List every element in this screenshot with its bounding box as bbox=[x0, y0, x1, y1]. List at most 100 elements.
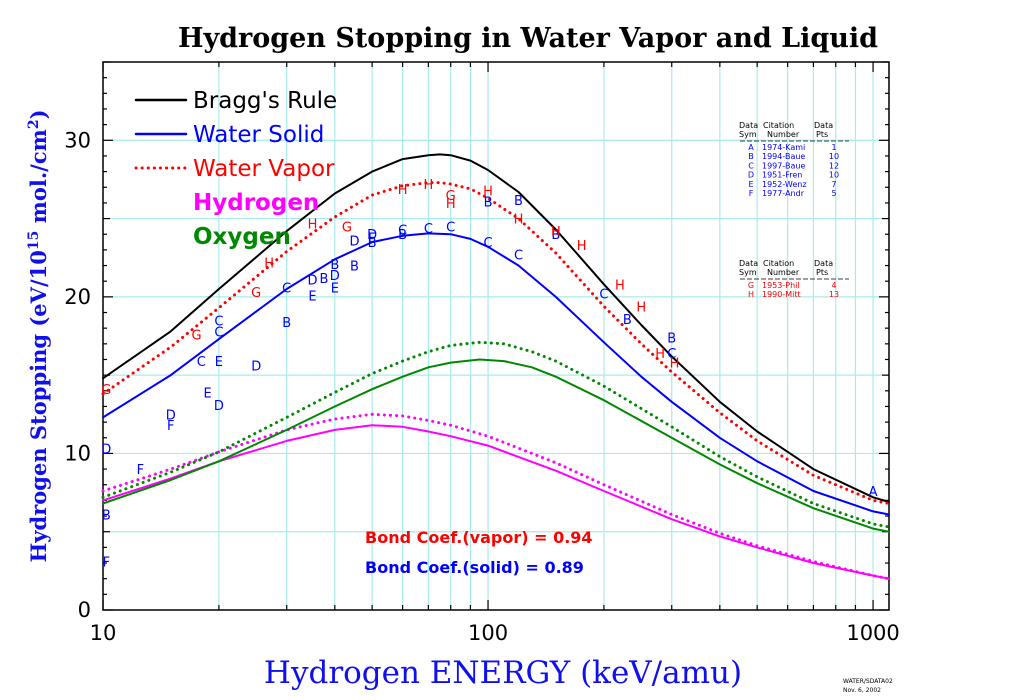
data-point-a: A bbox=[869, 485, 878, 500]
table-header-cell: Number bbox=[767, 130, 800, 139]
bond-coef-solid: Bond Coef.(solid) = 0.89 bbox=[365, 558, 584, 577]
data-point-h: H bbox=[514, 213, 524, 228]
data-point-h: H bbox=[670, 357, 680, 372]
data-point-g: G bbox=[446, 189, 456, 204]
data-point-h: H bbox=[551, 225, 561, 240]
data-point-b: B bbox=[282, 316, 291, 331]
table-citation: 1952-Wenz bbox=[762, 180, 807, 189]
legend-label: Oxygen bbox=[193, 224, 291, 250]
series-line-hydrogen-vapor- bbox=[101, 412, 891, 581]
data-point-d: D bbox=[101, 443, 111, 458]
series-line-oxygen bbox=[102, 358, 890, 533]
data-point-g: G bbox=[192, 328, 202, 343]
data-point-d: D bbox=[349, 234, 359, 249]
data-point-d: D bbox=[251, 360, 261, 375]
data-point-h: H bbox=[423, 178, 433, 193]
data-point-e: E bbox=[331, 281, 339, 296]
table-pts: 13 bbox=[829, 290, 839, 299]
chart-title: Hydrogen Stopping in Water Vapor and Liq… bbox=[178, 23, 878, 54]
data-point-g: G bbox=[342, 220, 352, 235]
data-point-h: H bbox=[615, 278, 625, 293]
legend-label: Hydrogen bbox=[193, 190, 319, 216]
data-point-g: G bbox=[251, 286, 261, 301]
stamp-file: WATER/SDATA02 bbox=[843, 678, 893, 685]
x-tick-label: 100 bbox=[468, 621, 508, 645]
data-point-b: B bbox=[102, 508, 111, 523]
table-sym: B bbox=[748, 152, 754, 161]
table-header-cell: Pts bbox=[816, 268, 828, 277]
table-citation: 1977-Andr bbox=[762, 189, 805, 198]
data-point-h: H bbox=[655, 347, 665, 362]
table-pts: 1 bbox=[831, 143, 836, 152]
table-citation: 1951-Fren bbox=[762, 171, 802, 180]
data-point-b: B bbox=[368, 236, 377, 251]
table-header-cell: Pts bbox=[816, 130, 828, 139]
x-axis-label: Hydrogen ENERGY (keV/amu) bbox=[264, 655, 742, 691]
table-pts: 4 bbox=[831, 281, 836, 290]
y-axis-label-mid: mol./cm bbox=[26, 129, 51, 231]
series-lines bbox=[101, 153, 891, 581]
data-point-c: C bbox=[483, 236, 492, 251]
data-point-c: C bbox=[214, 325, 223, 340]
table-header-cell: Sym bbox=[739, 268, 757, 277]
table-citation: 1953-Phil bbox=[762, 281, 800, 290]
table-pts: 10 bbox=[829, 171, 839, 180]
stamp-date: Nov. 6, 2002 bbox=[843, 687, 881, 694]
series-line-water-solid bbox=[102, 232, 890, 516]
y-axis-label-exp1: 15 bbox=[26, 231, 42, 250]
table-header-cell: Citation bbox=[763, 259, 794, 268]
table-header-cell: Data bbox=[814, 259, 833, 268]
data-point-h: H bbox=[483, 184, 493, 199]
table-sym: H bbox=[748, 290, 754, 299]
data-point-c: C bbox=[446, 220, 455, 235]
legend-label: Bragg's Rule bbox=[193, 88, 337, 114]
data-point-f: F bbox=[167, 419, 174, 434]
data-point-c: C bbox=[398, 224, 407, 239]
data-point-b: B bbox=[514, 194, 523, 209]
legend: Bragg's Rule Water Solid Water Vapor Hydrog… bbox=[134, 88, 337, 250]
data-point-b: B bbox=[623, 313, 632, 328]
data-point-b: B bbox=[551, 228, 560, 243]
data-point-c: C bbox=[514, 249, 523, 264]
y-tick-label: 20 bbox=[64, 285, 91, 309]
data-point-d: D bbox=[214, 399, 224, 414]
data-point-d: D bbox=[330, 269, 340, 284]
y-tick-label: 0 bbox=[78, 598, 91, 622]
data-point-c: C bbox=[667, 347, 676, 362]
table-header-cell: Data bbox=[814, 121, 833, 130]
table-pts: 12 bbox=[829, 161, 839, 170]
data-point-e: E bbox=[204, 386, 212, 401]
data-point-d: D bbox=[307, 274, 317, 289]
data-point-b: B bbox=[398, 228, 407, 243]
data-point-d: D bbox=[166, 408, 176, 423]
table-citation: 1974-Kami bbox=[762, 143, 805, 152]
data-point-e: E bbox=[368, 231, 376, 246]
table-pts: 10 bbox=[829, 152, 839, 161]
data-point-g: G bbox=[101, 383, 111, 398]
data-point-h: H bbox=[264, 256, 274, 271]
bond-coef-vapor: Bond Coef.(vapor) = 0.94 bbox=[365, 528, 593, 547]
table-header-cell: Number bbox=[767, 268, 800, 277]
x-tick-label: 1000 bbox=[846, 621, 899, 645]
plot-frame bbox=[102, 61, 890, 611]
data-point-b: B bbox=[350, 260, 359, 275]
data-point-h: H bbox=[636, 300, 646, 315]
table-header-cell: Data bbox=[739, 121, 758, 130]
x-tick-label: 10 bbox=[90, 621, 117, 645]
table-citation: 1990-Mitt bbox=[762, 290, 801, 299]
table-sym: C bbox=[748, 161, 754, 170]
y-tick-label: 10 bbox=[64, 441, 91, 465]
series-line-water-vapor bbox=[101, 181, 891, 505]
y-tick-label: 30 bbox=[64, 128, 91, 152]
series-line-oxygen-vapor- bbox=[101, 340, 891, 529]
y-axis-label-prefix: Hydrogen Stopping (eV/10 bbox=[26, 250, 51, 562]
data-point-b: B bbox=[484, 195, 493, 210]
table-citation: 1994-Baue bbox=[762, 152, 805, 161]
table-header-cell: Citation bbox=[763, 121, 794, 130]
table-header-cell: Sym bbox=[739, 130, 757, 139]
data-point-e: E bbox=[215, 355, 223, 370]
